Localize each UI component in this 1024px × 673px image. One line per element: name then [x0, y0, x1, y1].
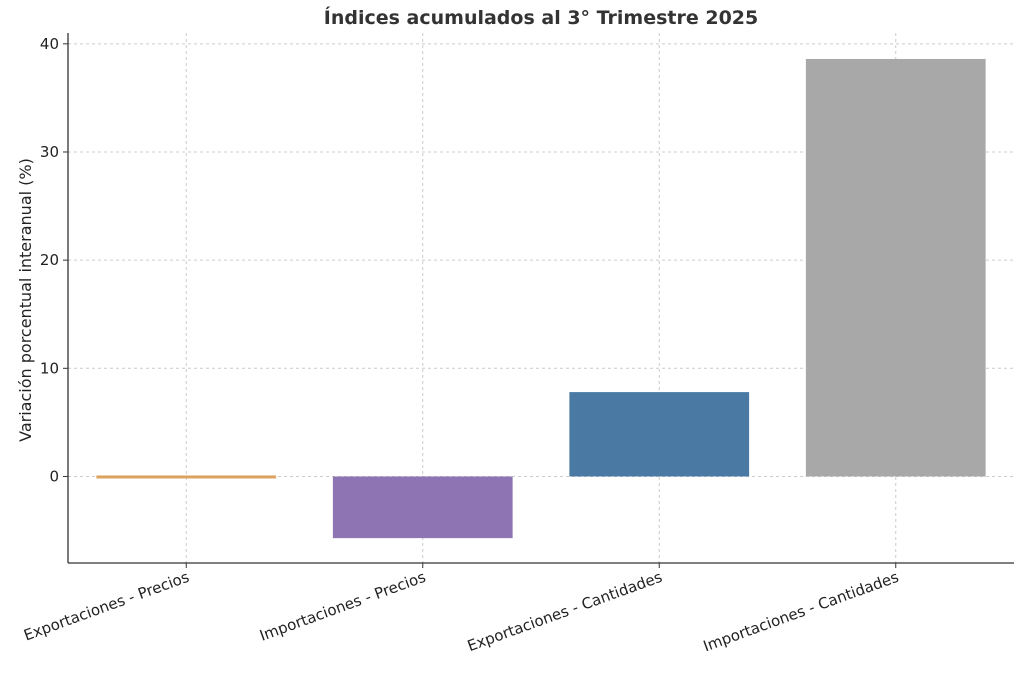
chart-title: Índices acumulados al 3° Trimestre 2025 — [324, 6, 759, 29]
y-tick-label: 0 — [49, 467, 59, 485]
bar-1 — [96, 475, 277, 479]
bars — [96, 58, 986, 539]
x-tick-label: Importaciones - Cantidades — [701, 568, 901, 656]
x-tick-label: Exportaciones - Precios — [21, 568, 191, 645]
y-axis-label: Variación porcentual interanual (%) — [16, 158, 35, 442]
y-tick-label: 20 — [40, 251, 59, 269]
bar-2 — [332, 476, 513, 539]
y-tick-label: 10 — [40, 359, 59, 377]
x-tick-label: Exportaciones - Cantidades — [465, 568, 665, 655]
x-tick-label: Importaciones - Precios — [257, 568, 428, 645]
bar-3 — [569, 392, 750, 477]
y-axis-ticks: 0 10 20 30 40 — [40, 35, 68, 485]
bar-4 — [805, 58, 986, 477]
y-tick-label: 40 — [40, 35, 59, 53]
y-tick-label: 30 — [40, 143, 59, 161]
x-axis-ticks: Exportaciones - Precios Importaciones - P… — [21, 563, 901, 655]
